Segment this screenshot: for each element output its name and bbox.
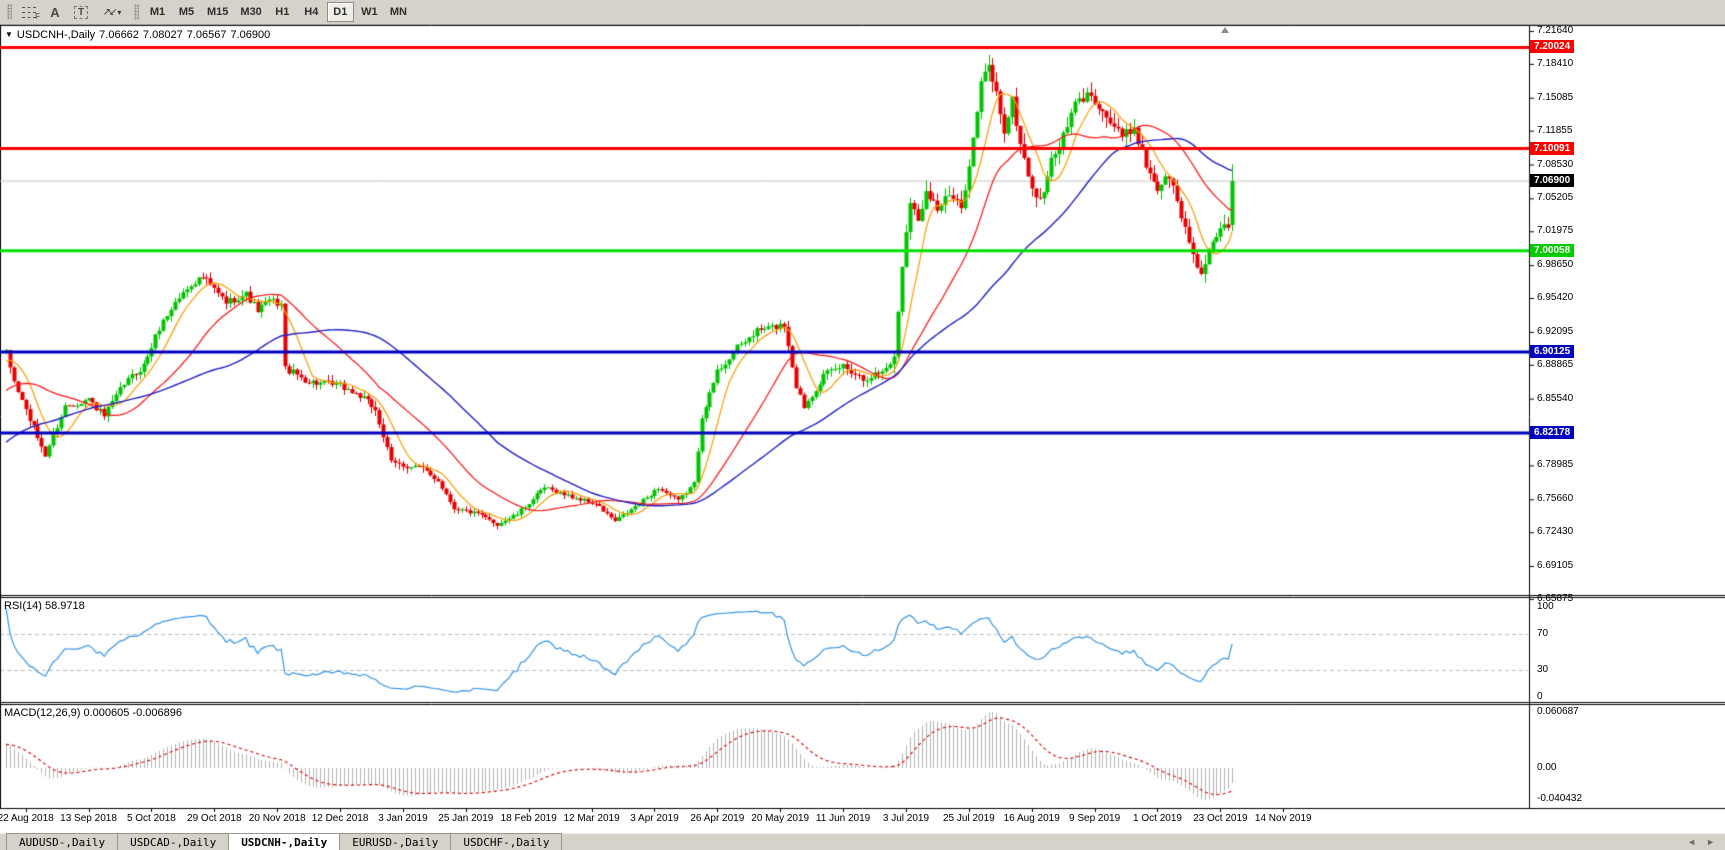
price-axis-tick: 7.21640 xyxy=(1537,24,1574,36)
price-badge: 7.20024 xyxy=(1530,40,1575,54)
tab-scroll-left-icon[interactable]: ◄ xyxy=(1687,836,1697,847)
timeframe-m15-button[interactable]: M15 xyxy=(207,6,229,18)
date-axis-label: 20 Nov 2018 xyxy=(248,813,306,824)
timeframe-w1-button[interactable]: W1 xyxy=(361,6,378,18)
macd-axis-label: 0.060687 xyxy=(1537,706,1579,717)
tab-scroll-right-icon[interactable]: ► xyxy=(1706,836,1715,847)
date-axis-label: 25 Jul 2019 xyxy=(942,813,995,824)
chevron-down-icon: ▾ xyxy=(117,7,122,17)
fibonacci-icon-letter: F xyxy=(35,12,40,21)
ohlc-low: 7.06567 xyxy=(186,29,227,41)
tab-usdcnh[interactable]: USDCNH-,Daily xyxy=(228,833,341,850)
price-badge: 7.10091 xyxy=(1530,141,1575,155)
ohlc-open: 7.06662 xyxy=(99,29,139,41)
date-axis-label: 12 Mar 2019 xyxy=(563,813,620,824)
tab-eurusd[interactable]: EURUSD-,Daily xyxy=(339,833,452,850)
price-axis-tick: 7.18410 xyxy=(1537,57,1574,69)
date-axis-label: 3 Jul 2019 xyxy=(882,813,930,824)
label-icon: T xyxy=(73,5,89,19)
price-axis-tick: 6.95420 xyxy=(1537,292,1574,304)
price-axis-tick: 6.72430 xyxy=(1537,526,1574,538)
date-axis-label: 1 Oct 2019 xyxy=(1133,813,1182,824)
chart-tabs: AUDUSD-,Daily USDCAD-,Daily USDCNH-,Daily E… xyxy=(6,833,563,850)
date-axis-label: 13 Sep 2018 xyxy=(60,813,117,824)
timeframe-d1-button[interactable]: D1 xyxy=(326,2,354,22)
date-axis-label: 22 Aug 2018 xyxy=(0,813,54,824)
timeframe-h1-button[interactable]: H1 xyxy=(275,6,290,18)
macd-axis-label: -0.040432 xyxy=(1537,793,1583,804)
tab-audusd[interactable]: AUDUSD-,Daily xyxy=(6,833,119,850)
price-axis-tick: 7.01975 xyxy=(1537,225,1574,237)
date-axis[interactable]: 22 Aug 2018 13 Sep 2018 5 Oct 2018 29 Oct 2… xyxy=(0,810,1529,832)
toolbar: F A T ↗↙ ▾ M1 M5 M15 M30 H1 H4 D1 W1 MN xyxy=(0,0,1725,25)
toolbar-grip-2[interactable] xyxy=(134,4,139,20)
tab-usdchf[interactable]: USDCHF-,Daily xyxy=(450,833,563,850)
chart-shift-marker[interactable] xyxy=(1221,27,1229,33)
label-tool-button[interactable]: T xyxy=(68,2,94,22)
ohlc-high: 7.08027 xyxy=(142,29,183,41)
arrows-tool-button[interactable]: ↗↙ ▾ xyxy=(94,2,130,22)
timeframe-m30-button[interactable]: M30 xyxy=(240,6,262,18)
chart-title: ▼ USDCNH-,Daily 7.06662 7.08027 7.06567 7.069… xyxy=(5,29,274,41)
price-badge: 6.90125 xyxy=(1530,344,1575,358)
macd-label: MACD(12,26,9) 0.000605 -0.006896 xyxy=(4,707,182,719)
price-badge: 6.82178 xyxy=(1530,425,1575,439)
price-axis-tick: 6.88865 xyxy=(1537,358,1574,370)
price-axis-tick: 6.85540 xyxy=(1537,392,1574,404)
tab-usdcad[interactable]: USDCAD-,Daily xyxy=(117,833,230,850)
price-axis-tick: 7.08530 xyxy=(1537,158,1574,170)
date-axis-label: 14 Nov 2019 xyxy=(1254,813,1312,824)
date-axis-label: 20 May 2019 xyxy=(751,813,810,824)
rsi-axis-label: 70 xyxy=(1537,628,1549,639)
price-axis-tick: 6.78985 xyxy=(1537,459,1574,471)
timeframe-m1-button[interactable]: M1 xyxy=(149,6,166,18)
rsi-axis-label: 0 xyxy=(1537,691,1543,702)
toolbar-grip[interactable] xyxy=(7,4,12,20)
macd-axis-label: 0.00 xyxy=(1537,762,1557,773)
timeframe-h4-button[interactable]: H4 xyxy=(304,6,319,18)
price-axis-tick: 7.11855 xyxy=(1537,124,1573,136)
rsi-axis-label: 30 xyxy=(1537,664,1549,675)
price-axis-tick: 6.75660 xyxy=(1537,493,1574,505)
date-axis-label: 12 Dec 2018 xyxy=(311,813,369,824)
date-axis-label: 26 Apr 2019 xyxy=(690,813,745,824)
price-axis[interactable]: 7.21640 7.18410 7.15085 7.11855 7.08530 7.052… xyxy=(1529,25,1725,815)
date-axis-label: 3 Apr 2019 xyxy=(630,813,679,824)
date-axis-label: 3 Jan 2019 xyxy=(378,813,428,824)
arrows-icon: ↗↙ xyxy=(102,6,118,18)
price-badge: 7.06900 xyxy=(1530,174,1575,188)
price-axis-tick: 6.69105 xyxy=(1537,560,1574,572)
price-axis-tick: 7.05205 xyxy=(1537,192,1574,204)
chart-menu-arrow-icon[interactable]: ▼ xyxy=(5,30,13,39)
ohlc-close: 7.06900 xyxy=(230,29,271,41)
date-axis-label: 29 Oct 2018 xyxy=(187,813,242,824)
fibonacci-tool-button[interactable]: F xyxy=(16,2,42,22)
date-axis-label: 11 Jun 2019 xyxy=(815,813,871,824)
rsi-label: RSI(14) 58.9718 xyxy=(4,600,85,612)
price-axis-tick: 6.98650 xyxy=(1537,259,1574,271)
chart-symbol-label: USDCNH-,Daily xyxy=(16,29,96,41)
price-axis-tick: 6.92095 xyxy=(1537,325,1574,337)
text-tool-button[interactable]: A xyxy=(42,2,68,22)
date-axis-label: 9 Sep 2019 xyxy=(1069,813,1121,824)
text-icon: A xyxy=(50,4,60,20)
price-axis-tick: 7.15085 xyxy=(1537,91,1574,103)
date-axis-label: 23 Oct 2019 xyxy=(1193,813,1248,824)
date-axis-label: 18 Feb 2019 xyxy=(500,813,557,824)
fibonacci-icon xyxy=(22,6,36,18)
timeframe-mn-button[interactable]: MN xyxy=(389,6,407,18)
timeframe-m5-button[interactable]: M5 xyxy=(178,6,195,18)
chart-tab-bar: AUDUSD-,Daily USDCAD-,Daily USDCNH-,Daily E… xyxy=(0,832,1725,850)
date-axis-label: 5 Oct 2018 xyxy=(126,813,176,824)
date-axis-label: 25 Jan 2019 xyxy=(438,813,494,824)
timeframe-buttons: M1 M5 M15 M30 H1 H4 D1 W1 MN xyxy=(143,2,413,22)
price-badge: 7.00058 xyxy=(1530,243,1575,257)
date-axis-label: 16 Aug 2019 xyxy=(1003,813,1060,824)
rsi-axis-label: 100 xyxy=(1537,601,1554,612)
tab-scroll-nav: ◄ ► xyxy=(1677,833,1725,850)
price-axis-tick: 6.65875 xyxy=(1537,592,1574,604)
